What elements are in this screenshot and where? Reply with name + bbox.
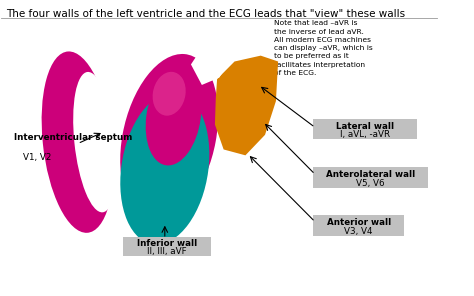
Text: Note that lead –aVR is
the inverse of lead aVR.
All modern ECG machines
can disp: Note that lead –aVR is the inverse of le… — [274, 20, 373, 76]
Text: II, III, aVF: II, III, aVF — [147, 247, 187, 256]
Ellipse shape — [120, 54, 218, 221]
Text: Lateral wall: Lateral wall — [336, 122, 394, 131]
FancyBboxPatch shape — [313, 215, 404, 236]
Ellipse shape — [146, 69, 201, 165]
Text: The four walls of the left ventricle and the ECG leads that "view" these walls: The four walls of the left ventricle and… — [6, 9, 405, 19]
Polygon shape — [191, 48, 232, 85]
Text: I, aVL, -aVR: I, aVL, -aVR — [340, 130, 390, 139]
Ellipse shape — [153, 72, 186, 116]
Text: Anterior wall: Anterior wall — [327, 218, 391, 227]
Text: V3, V4: V3, V4 — [345, 227, 373, 236]
Text: Anterolateral wall: Anterolateral wall — [326, 170, 415, 179]
FancyBboxPatch shape — [123, 237, 211, 256]
Ellipse shape — [42, 52, 114, 233]
FancyBboxPatch shape — [313, 119, 417, 139]
Text: Inferior wall: Inferior wall — [137, 239, 197, 248]
Text: V1, V2: V1, V2 — [23, 153, 52, 162]
Text: V5, V6: V5, V6 — [356, 179, 385, 188]
Ellipse shape — [120, 93, 210, 244]
Ellipse shape — [73, 72, 117, 212]
Text: Interventricular septum: Interventricular septum — [15, 133, 133, 142]
FancyBboxPatch shape — [313, 167, 428, 188]
Polygon shape — [215, 56, 278, 155]
